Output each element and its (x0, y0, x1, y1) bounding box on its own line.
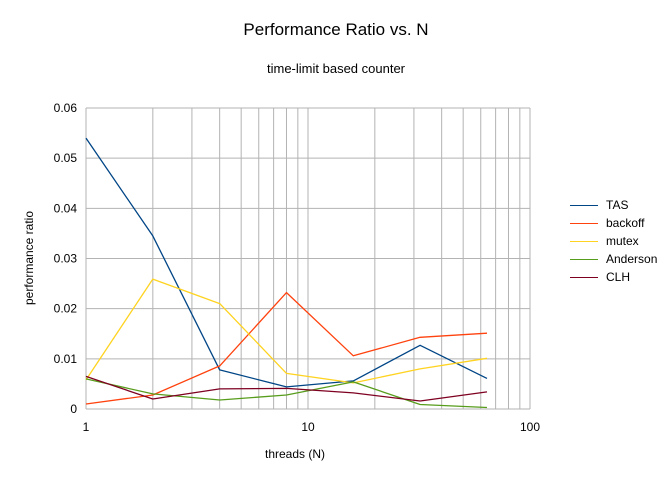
legend-item-clh: CLH (570, 268, 657, 286)
legend-item-mutex: mutex (570, 232, 657, 250)
y-tick-label: 0.04 (54, 201, 78, 215)
legend-swatch (570, 240, 598, 242)
legend-swatch (570, 258, 598, 260)
legend-swatch (570, 204, 598, 206)
legend-label: backoff (606, 216, 645, 230)
series-line-tas (85, 137, 488, 388)
series-line-anderson (85, 378, 488, 409)
legend-label: Anderson (606, 252, 658, 266)
series-lines (85, 137, 488, 409)
x-tick-label: 100 (520, 420, 540, 434)
y-tick-label: 0 (70, 402, 77, 416)
legend: TAS backoff mutex Anderson CLH (570, 196, 657, 286)
y-tick-label: 0.05 (54, 151, 78, 165)
y-tick-label: 0.03 (54, 252, 78, 266)
legend-swatch (570, 276, 598, 278)
grid (85, 107, 531, 410)
legend-label: CLH (606, 270, 631, 284)
series-line-clh (85, 375, 488, 402)
series-line-mutex (85, 278, 488, 384)
y-tick-label: 0.02 (54, 302, 78, 316)
chart-subtitle: time-limit based counter (267, 61, 405, 76)
legend-item-anderson: Anderson (570, 250, 657, 268)
legend-label: mutex (606, 234, 639, 248)
legend-label: TAS (606, 198, 629, 212)
y-tick-label: 0.06 (54, 101, 78, 115)
x-axis-label: threads (N) (265, 447, 325, 461)
x-tick-label: 10 (301, 420, 315, 434)
legend-item-tas: TAS (570, 196, 657, 214)
legend-item-backoff: backoff (570, 214, 657, 232)
legend-swatch (570, 222, 598, 224)
y-tick-label: 0.01 (54, 352, 78, 366)
series-line-backoff (85, 291, 488, 405)
x-tick-label: 1 (83, 420, 90, 434)
y-tick-labels: 0 0.01 0.02 0.03 0.04 0.05 0.06 (54, 101, 78, 416)
x-tick-labels: 1 10 100 (83, 420, 541, 434)
y-axis-label: performance ratio (22, 211, 36, 305)
chart-title: Performance Ratio vs. N (243, 20, 429, 39)
